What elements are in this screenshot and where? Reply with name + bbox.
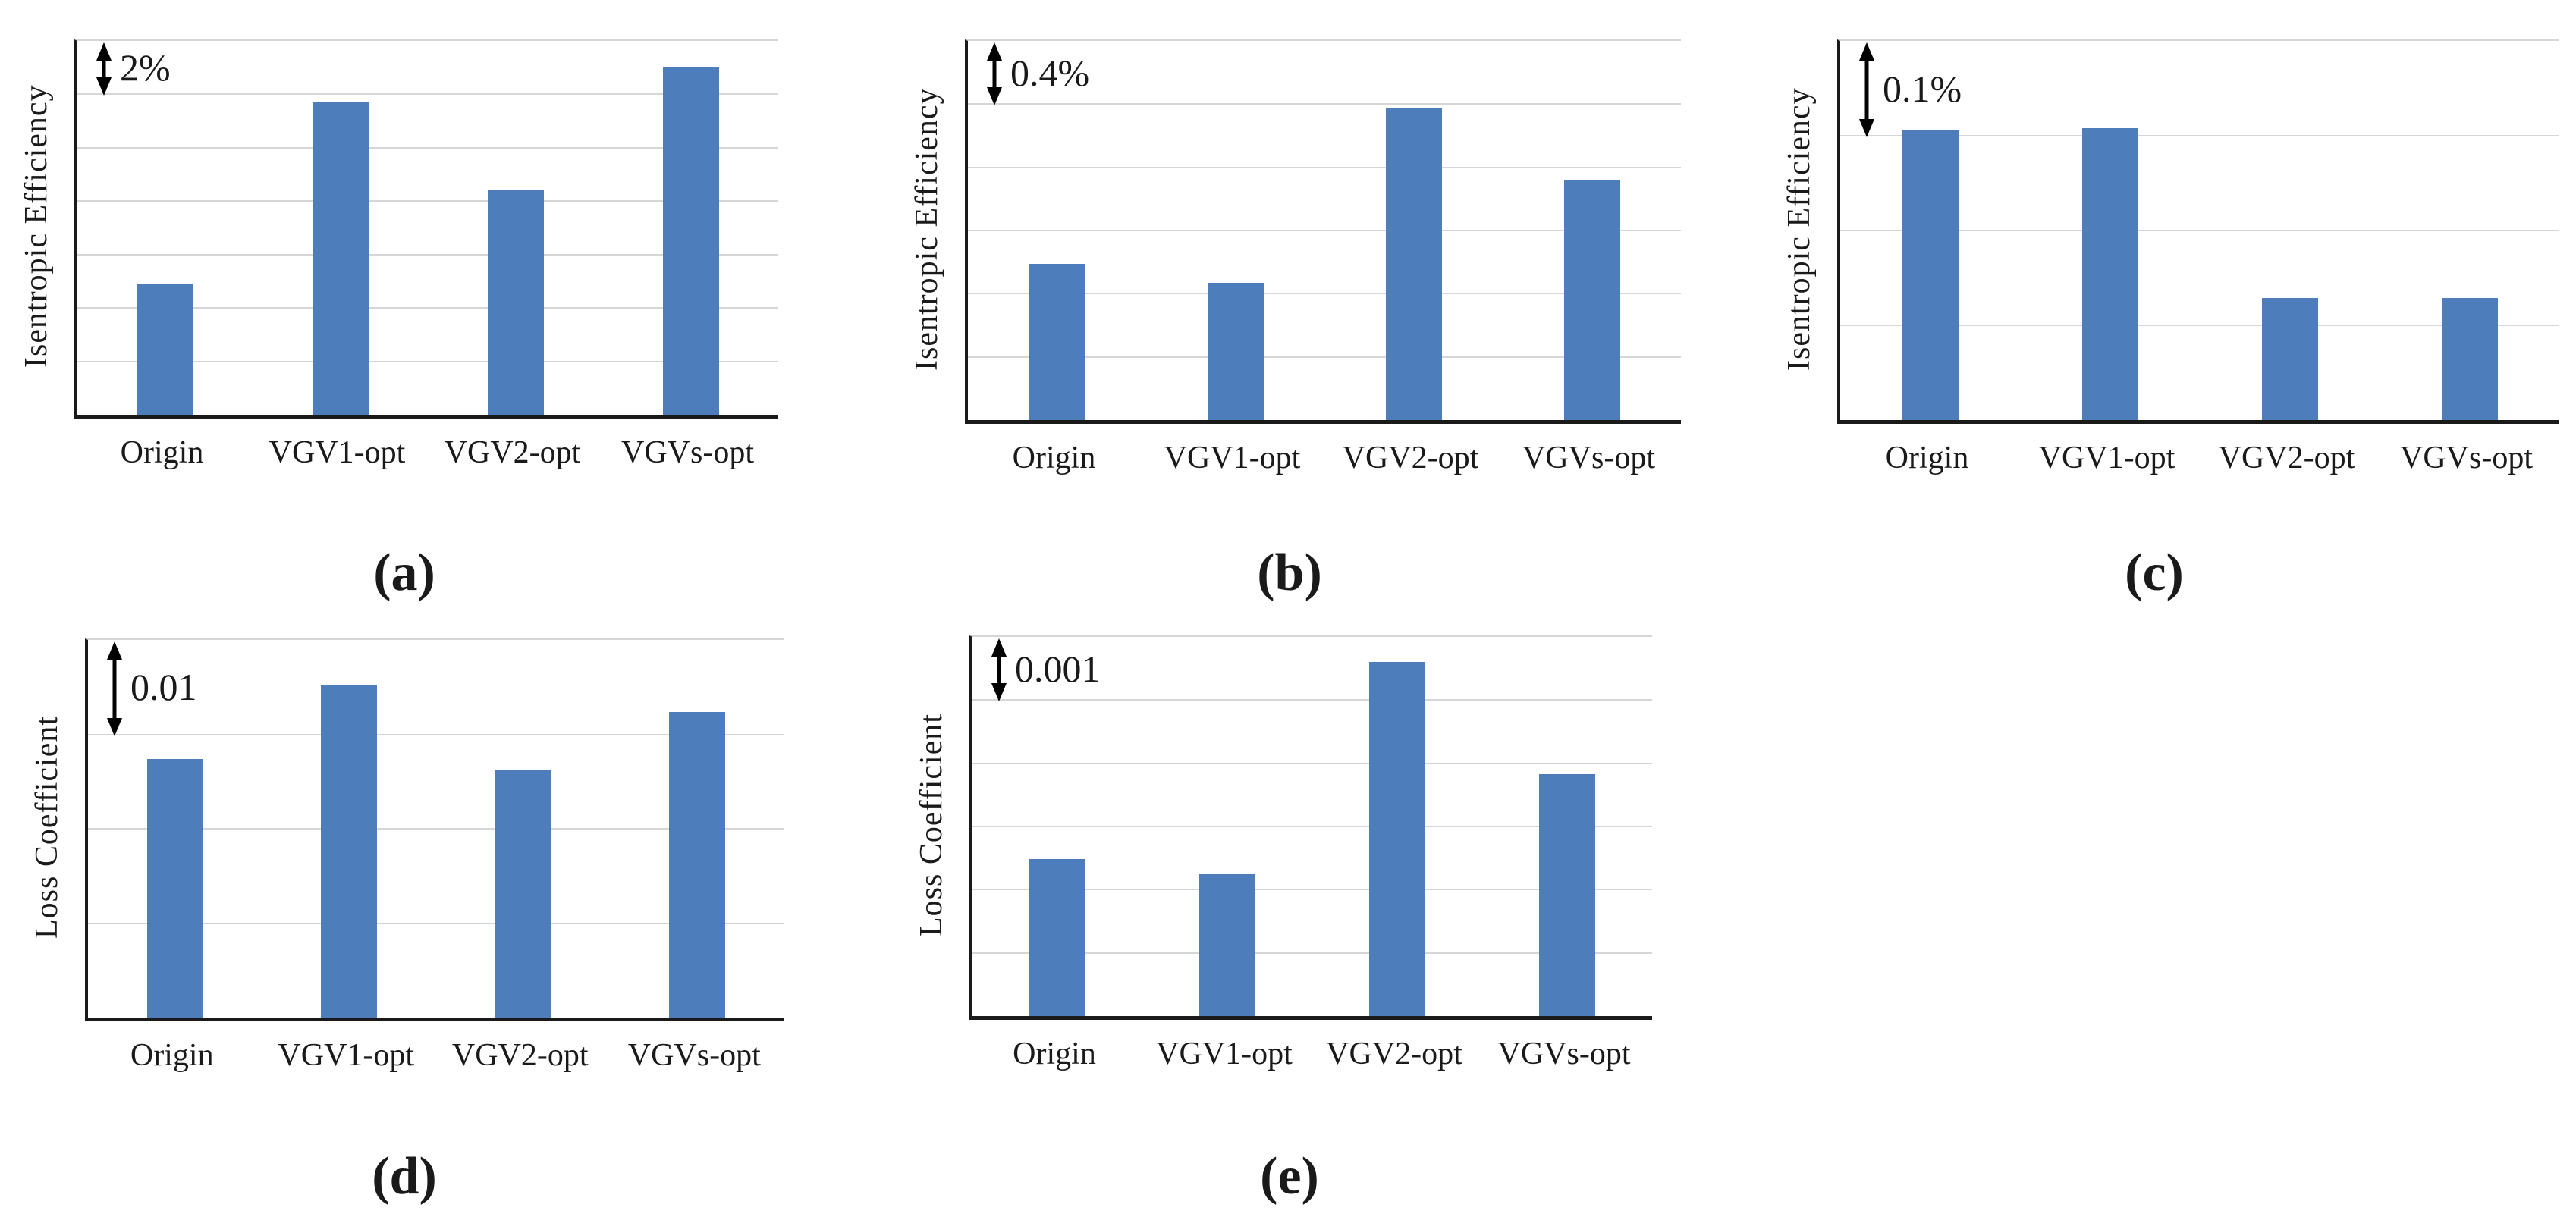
category-label: Origin — [1012, 441, 1096, 475]
gridline — [88, 922, 784, 924]
scale-arrow-icon — [96, 42, 112, 96]
gridline — [968, 293, 1681, 295]
bar-vgv1-opt — [1207, 283, 1264, 420]
bar-origin — [1029, 264, 1085, 420]
plot-area: 2% — [74, 39, 778, 419]
gridline — [1840, 230, 2559, 231]
bar-vgvs-opt — [1563, 180, 1620, 420]
category-label: Origin — [1885, 441, 1969, 475]
gridline — [1840, 325, 2559, 326]
category-label: Origin — [130, 1038, 214, 1073]
gridline — [1840, 135, 2559, 136]
plot-area: 0.1% — [1837, 39, 2559, 424]
scale-annotation: 0.001 — [1015, 647, 1101, 690]
gridline — [88, 828, 784, 830]
panel-label: (a) — [373, 544, 435, 602]
scale-arrow-icon — [107, 641, 122, 736]
panel-label: (c) — [2125, 544, 2184, 602]
category-label: VGV1-opt — [1156, 1037, 1293, 1071]
y-axis-label: Loss Coefficient — [914, 713, 949, 937]
bar-origin — [137, 284, 193, 415]
scale-arrow-icon — [991, 638, 1007, 701]
category-label: VGV1-opt — [278, 1038, 415, 1073]
scale-annotation: 2% — [120, 46, 171, 89]
scale-annotation: 0.1% — [1883, 67, 1962, 110]
category-label: VGVs-opt — [621, 435, 754, 470]
gridline — [968, 230, 1681, 231]
gridline — [77, 253, 778, 256]
scale-annotation: 0.4% — [1010, 51, 1090, 94]
bar-vgvs-opt — [2441, 297, 2498, 420]
plot-area: 0.4% — [965, 39, 1681, 424]
bar-origin — [1902, 130, 1959, 420]
plot-area: 0.01 — [85, 638, 784, 1021]
gridline — [77, 146, 778, 149]
gridline — [972, 826, 1652, 827]
bar-origin — [146, 758, 203, 1018]
panel-label: (b) — [1257, 544, 1322, 602]
category-label: VGV2-opt — [451, 1038, 589, 1073]
bar-vgvs-opt — [662, 67, 719, 415]
scale-arrow-icon — [1859, 42, 1874, 137]
gridline — [968, 103, 1681, 105]
gridline — [968, 166, 1681, 168]
category-label: VGVs-opt — [2400, 441, 2533, 475]
bar-vgv2-opt — [1369, 661, 1425, 1016]
bar-vgv1-opt — [1199, 874, 1255, 1016]
category-label: VGVs-opt — [1497, 1037, 1631, 1071]
bar-vgv2-opt — [495, 770, 551, 1018]
gridline — [972, 762, 1652, 764]
category-label: VGV1-opt — [269, 435, 406, 470]
scale-arrow-icon — [987, 42, 1002, 105]
category-label: VGVs-opt — [627, 1038, 761, 1073]
scale-annotation: 0.01 — [130, 666, 197, 709]
gridline — [968, 356, 1681, 358]
panel-label: (d) — [372, 1147, 437, 1206]
bar-vgv1-opt — [312, 102, 369, 415]
bar-vgvs-opt — [669, 711, 726, 1018]
gridline — [77, 200, 778, 202]
category-label: VGV2-opt — [444, 435, 581, 470]
gridline — [972, 952, 1652, 954]
category-label: VGV1-opt — [1164, 441, 1301, 475]
category-label: VGV2-opt — [1342, 441, 1479, 475]
category-label: VGV2-opt — [1326, 1037, 1462, 1071]
category-label: Origin — [120, 435, 204, 470]
bar-vgv1-opt — [2081, 128, 2138, 420]
plot-area: 0.001 — [969, 635, 1652, 1020]
bar-origin — [1029, 859, 1085, 1016]
gridline — [77, 360, 778, 362]
category-label: VGV2-opt — [2218, 441, 2355, 475]
bar-vgv2-opt — [2261, 297, 2318, 420]
gridline — [88, 733, 784, 735]
gridline — [77, 307, 778, 309]
panel-label: (e) — [1260, 1147, 1319, 1206]
bar-vgv1-opt — [321, 684, 378, 1018]
bar-vgv2-opt — [487, 190, 544, 415]
bar-vgv2-opt — [1385, 108, 1442, 420]
category-label: VGVs-opt — [1522, 441, 1655, 475]
gridline — [972, 699, 1652, 701]
gridline — [77, 93, 778, 96]
category-label: VGV1-opt — [2038, 441, 2175, 475]
bar-vgvs-opt — [1539, 773, 1595, 1016]
gridline — [972, 889, 1652, 891]
category-label: Origin — [1013, 1037, 1096, 1071]
